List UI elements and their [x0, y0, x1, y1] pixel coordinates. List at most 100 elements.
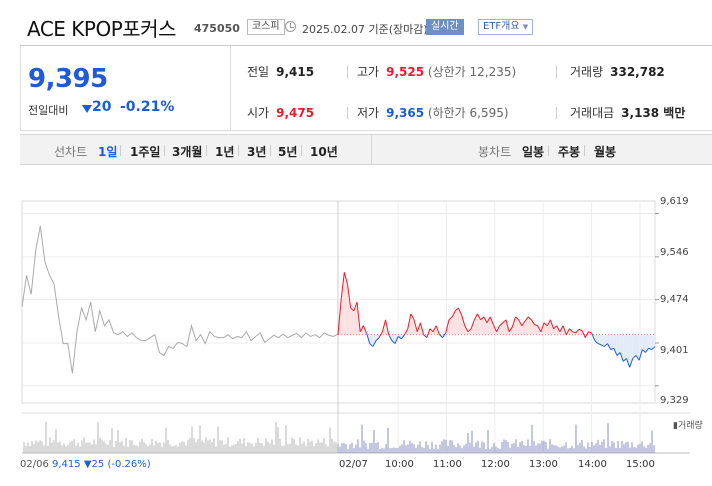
tab-3month[interactable]: 3개월 [172, 145, 203, 159]
tab-1week[interactable]: 1주일 [130, 145, 161, 159]
low-value: 9,365 [386, 106, 425, 120]
y-tick-label: 9,329 [660, 395, 689, 406]
area-segment [461, 315, 465, 335]
today-line-segment [521, 320, 526, 327]
tab-1year[interactable]: 1년 [215, 145, 235, 159]
today-line-segment [556, 325, 561, 332]
today-line-segment [569, 328, 573, 333]
low-price: 저가 9,365 (하한가 6,595) [357, 104, 509, 121]
volume-value: 332,782 [610, 65, 665, 79]
clock-icon [285, 21, 296, 32]
today-line-segment [505, 319, 510, 332]
divider [556, 107, 557, 119]
today-line-segment [401, 334, 405, 340]
today-line-segment [575, 328, 580, 334]
area-segment [376, 334, 380, 341]
high-value: 9,525 [386, 65, 425, 79]
today-line-segment [407, 313, 412, 329]
area-segment [544, 322, 548, 335]
today-line-segment [483, 316, 488, 324]
current-price: 9,395 [28, 64, 108, 94]
today-line-segment [416, 322, 421, 332]
today-line-segment [385, 319, 390, 335]
today-line-segment [540, 322, 545, 332]
realtime-button[interactable]: 실시간 [426, 19, 464, 35]
today-line-segment [610, 347, 614, 350]
tab-3year[interactable]: 3년 [247, 145, 267, 159]
prev-day-rate: (-0.26%) [107, 459, 151, 470]
today-line-segment [461, 314, 466, 326]
divider [548, 145, 549, 156]
tab-1day[interactable]: 1일 [98, 145, 118, 159]
prev-close: 전일 9,415 [247, 63, 314, 80]
area-segment [448, 316, 453, 335]
area-segment [594, 334, 598, 344]
today-line-segment [359, 325, 364, 332]
today-line-segment [597, 343, 602, 346]
today-line-segment [448, 316, 453, 321]
today-line-segment [622, 358, 627, 362]
today-line-segment [578, 328, 583, 331]
candle-chart-label: 봉차트 [478, 145, 512, 159]
area-segment [528, 316, 532, 335]
today-line-segment [375, 337, 380, 341]
area-segment [648, 334, 652, 350]
area-segment [623, 334, 627, 362]
tab-weekly[interactable]: 주봉 [558, 145, 581, 159]
area-segment [372, 334, 377, 347]
today-line-segment [527, 316, 532, 321]
prev-day-close: 9,415 [52, 459, 81, 470]
volume: 거래량 332,782 [570, 63, 665, 80]
prev-day-change: 25 [91, 459, 105, 470]
quote-panel: 9,395 전일대비 20 -0.21% 전일 9,415 고가 9,525 (상한… [20, 45, 712, 131]
today-line-segment [641, 349, 646, 353]
area-segment [521, 321, 526, 335]
today-line-segment [337, 298, 342, 335]
today-line-segment [518, 319, 523, 327]
area-segment [607, 334, 611, 350]
today-line-segment [625, 358, 631, 368]
x-tick-label: 13:00 [529, 459, 558, 470]
area-segment [467, 328, 472, 335]
area-segment [613, 334, 617, 356]
today-line-segment [600, 344, 605, 347]
today-line-segment [419, 322, 425, 335]
area-segment [651, 334, 655, 350]
today-line-segment [435, 325, 440, 335]
today-line-segment [470, 319, 475, 329]
divider [301, 145, 302, 156]
today-line-segment [432, 325, 437, 332]
today-line-segment [451, 310, 456, 318]
today-line-segment [467, 328, 472, 333]
today-line-segment [511, 316, 516, 328]
today-line-segment [543, 322, 548, 327]
area-segment [429, 328, 434, 335]
today-line-segment [588, 331, 592, 334]
area-segment [490, 316, 494, 335]
etf-overview-dropdown[interactable]: ETF개요 ▼ [478, 19, 534, 35]
area-segment [597, 334, 602, 345]
today-line-segment [638, 349, 643, 361]
tab-10year[interactable]: 10년 [310, 145, 338, 159]
change-label: 전일대비 [28, 104, 69, 117]
today-line-segment [369, 343, 374, 347]
tab-5year[interactable]: 5년 [278, 145, 298, 159]
divider [238, 145, 239, 156]
tab-daily[interactable]: 일봉 [522, 145, 545, 159]
tab-monthly[interactable]: 월봉 [594, 145, 617, 159]
area-segment [344, 272, 348, 335]
area-segment [547, 319, 551, 335]
today-line-segment [366, 332, 371, 344]
prev-day-date: 02/06 [20, 459, 49, 470]
header: ACE KPOP포커스 475050 코스피 2025.02.07 기준(장마감… [0, 0, 712, 41]
chevron-down-icon: ▼ [522, 23, 529, 31]
today-line-segment [391, 340, 396, 344]
today-line-segment [442, 332, 447, 338]
y-tick-label: 9,474 [660, 294, 689, 305]
current-price-box: 9,395 전일대비 20 -0.21% [20, 46, 231, 131]
today-line-segment [353, 301, 358, 312]
area-segment [616, 334, 621, 356]
area-segment [645, 334, 649, 353]
today-line-segment [515, 316, 520, 321]
price-chart[interactable] [0, 170, 712, 460]
